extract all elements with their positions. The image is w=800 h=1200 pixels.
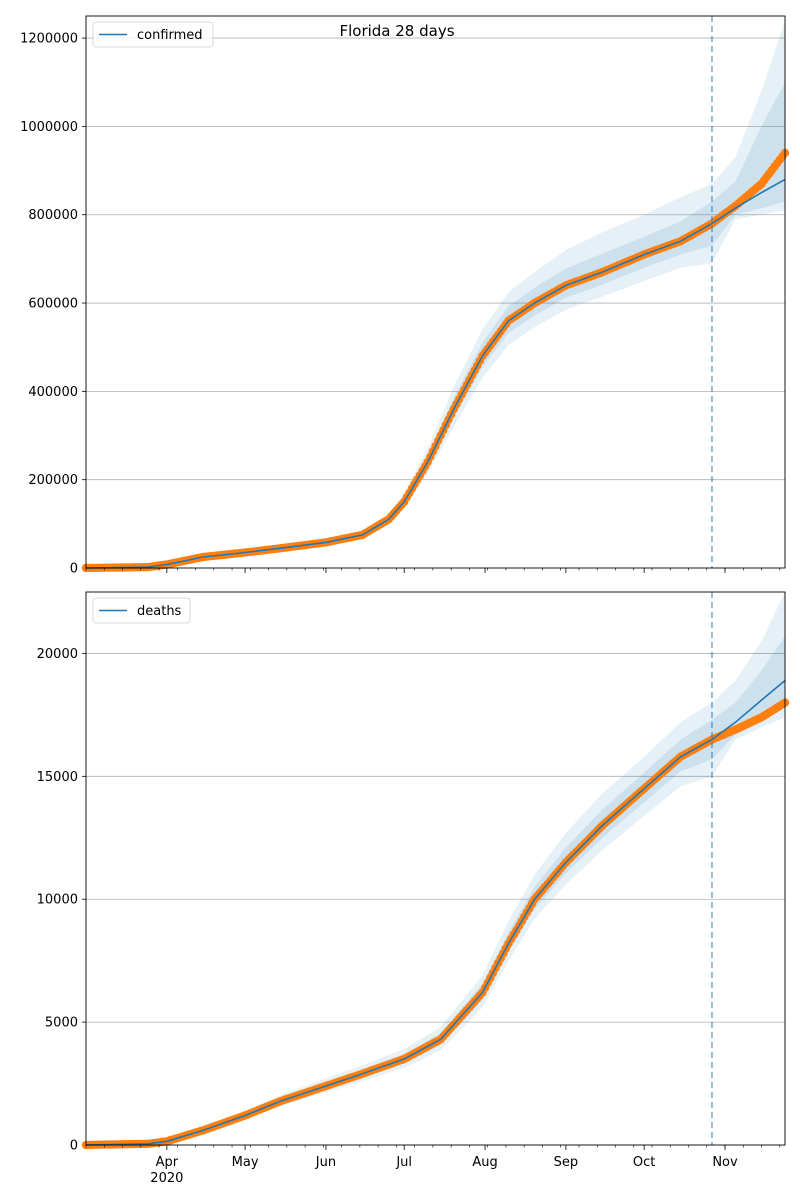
y-tick-label: 600000 — [28, 297, 78, 312]
y-tick-label: 0 — [70, 562, 78, 577]
x-tick-label: Jul — [395, 1155, 412, 1170]
legend: deaths — [92, 597, 191, 624]
y-tick-label: 10000 — [37, 893, 78, 908]
model-line — [85, 178, 786, 569]
y-tick-label: 5000 — [45, 1016, 78, 1031]
legend: confirmed — [92, 21, 214, 48]
y-tick-label: 1000000 — [20, 120, 78, 135]
legend-box — [92, 597, 191, 624]
x-tick-label: Sep — [554, 1155, 579, 1170]
model-line — [85, 679, 786, 1146]
uncertainty-band — [86, 20, 785, 568]
y-tick-label: 200000 — [28, 473, 78, 488]
x-tick-label: Jun — [315, 1155, 336, 1170]
confirmed-panel: 0 200000 400000 600000 800000 1000000 1200000 c… — [20, 15, 790, 577]
x-tick-label: Oct — [633, 1155, 655, 1170]
x-tick-label: Nov — [712, 1155, 738, 1170]
y-tick-label: 800000 — [28, 208, 78, 223]
x-tick-label: Apr — [156, 1155, 179, 1170]
y-tick-label: 15000 — [37, 770, 78, 785]
axes-frame — [85, 591, 786, 1146]
axes-frame — [85, 15, 786, 569]
y-tick-label: 20000 — [37, 647, 78, 662]
chart-title: Florida 28 days — [339, 22, 454, 40]
y-tick-label: 400000 — [28, 385, 78, 400]
y-tick-label: 0 — [70, 1139, 78, 1154]
deaths-panel: 0 5000 10000 15000 20000 Apr May Jun Jul Aug Sep Oc… — [37, 591, 790, 1186]
x-tick-label: Aug — [472, 1155, 497, 1170]
x-year-label: 2020 — [150, 1171, 183, 1186]
x-tick-label: May — [232, 1155, 259, 1170]
legend-label: confirmed — [137, 28, 203, 43]
y-tick-label: 1200000 — [20, 32, 78, 47]
legend-label: deaths — [137, 604, 182, 619]
uncertainty-band — [86, 592, 785, 1145]
legend-box — [92, 21, 214, 48]
